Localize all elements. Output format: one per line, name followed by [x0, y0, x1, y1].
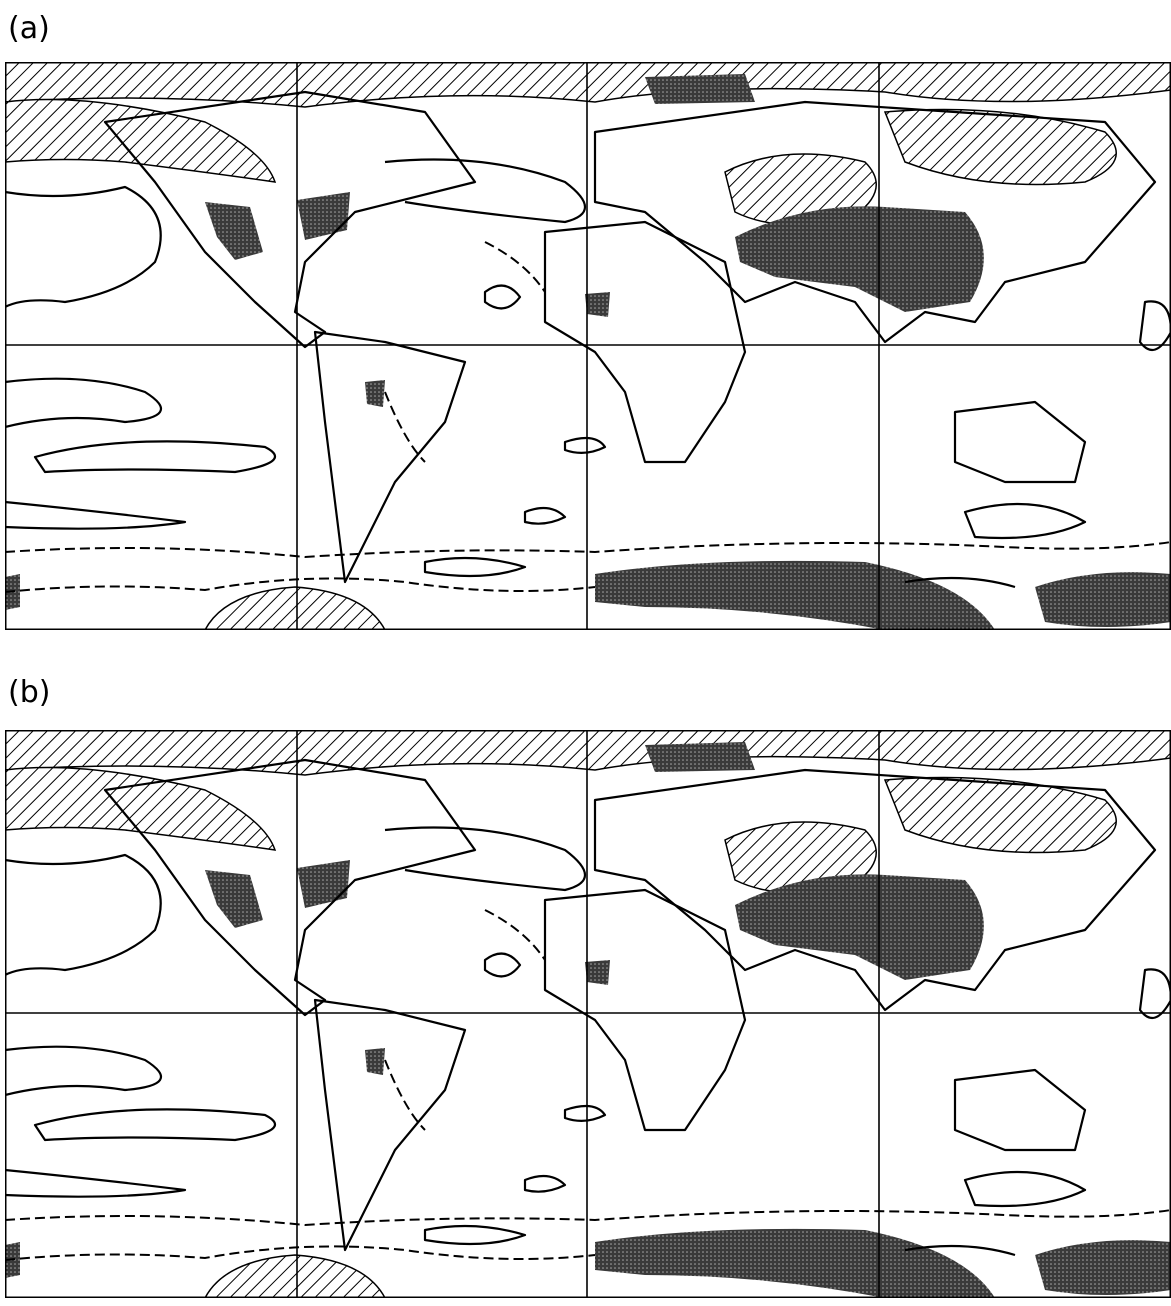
page: (a) (b) (() => { const data = JSON.parse…: [0, 0, 1171, 1302]
figure: (a) (b): [0, 0, 1171, 1302]
map-panel: [5, 730, 1171, 1298]
map-panel: [5, 62, 1171, 630]
panel-label: (b): [8, 675, 50, 710]
panel-label: (a): [8, 11, 50, 46]
